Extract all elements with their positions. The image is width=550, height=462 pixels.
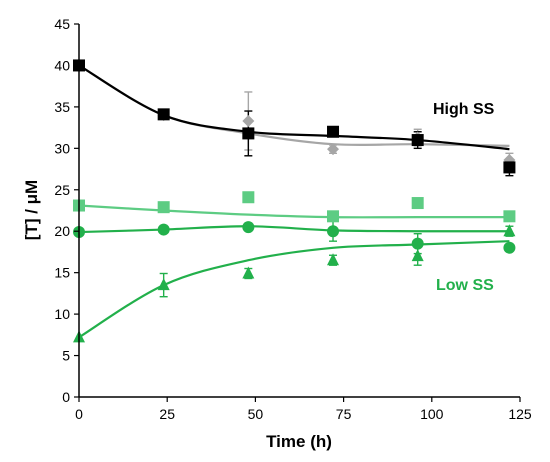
y-tick-label: 35 xyxy=(54,99,70,115)
data-point-1 xyxy=(242,127,255,140)
data-point-4 xyxy=(242,266,255,279)
data-point-3 xyxy=(242,221,255,234)
data-point-3 xyxy=(411,237,424,250)
series-line-1 xyxy=(78,64,510,151)
ticks: 0 5 10 15 20 25 30 35 40 45 0 25 50 75 100 125 xyxy=(54,16,531,422)
data-point-2 xyxy=(242,191,255,204)
data-point-1 xyxy=(327,125,340,138)
data-point-3 xyxy=(503,241,516,254)
x-tick-label: 50 xyxy=(248,406,264,422)
data-point-2 xyxy=(503,210,516,223)
data-point-2 xyxy=(327,210,340,223)
x-tick-label: 125 xyxy=(508,406,532,422)
data-point-1 xyxy=(411,134,424,147)
annotation-low-ss: Low SS xyxy=(436,277,494,294)
data-point-0 xyxy=(242,114,255,127)
y-tick-label: 45 xyxy=(54,16,70,32)
series-line-4 xyxy=(78,240,510,339)
data-point-4 xyxy=(157,278,170,291)
series-line-3 xyxy=(78,225,510,234)
y-tick-label: 20 xyxy=(54,223,70,239)
data-point-4 xyxy=(327,253,340,266)
y-tick-label: 10 xyxy=(54,306,70,322)
data-point-2 xyxy=(411,197,424,210)
x-axis-label: Time (h) xyxy=(266,432,332,451)
data-point-2 xyxy=(157,201,170,214)
y-tick-label: 25 xyxy=(54,182,70,198)
y-tick-label: 0 xyxy=(62,389,70,405)
x-tick-label: 75 xyxy=(336,406,352,422)
y-axis-label: [T] / μM xyxy=(22,180,41,240)
data-point-1 xyxy=(157,108,170,121)
y-tick-label: 30 xyxy=(54,140,70,156)
data-point-0 xyxy=(327,143,340,156)
data-point-4 xyxy=(503,224,516,237)
series-line-2 xyxy=(78,204,510,219)
x-tick-label: 25 xyxy=(159,406,175,422)
annotation-high-ss: High SS xyxy=(433,101,495,118)
y-tick-label: 15 xyxy=(54,265,70,281)
data-point-3 xyxy=(157,223,170,236)
x-tick-label: 0 xyxy=(75,406,83,422)
data-point-3 xyxy=(327,225,340,238)
data-point-4 xyxy=(411,249,424,262)
axes xyxy=(78,24,520,398)
y-tick-label: 40 xyxy=(54,57,70,73)
data-point-1 xyxy=(503,161,516,174)
x-tick-label: 100 xyxy=(420,406,444,422)
y-tick-label: 5 xyxy=(62,348,70,364)
